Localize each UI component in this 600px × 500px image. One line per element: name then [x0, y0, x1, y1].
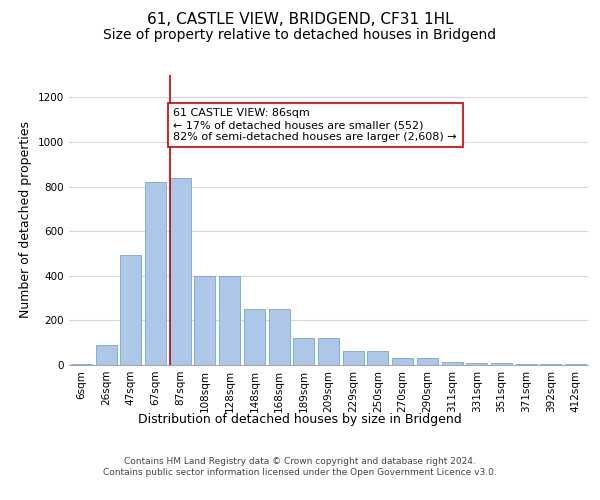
Y-axis label: Number of detached properties: Number of detached properties: [19, 122, 32, 318]
Bar: [491, 363, 512, 365]
Text: Contains HM Land Registry data © Crown copyright and database right 2024.
Contai: Contains HM Land Registry data © Crown c…: [103, 458, 497, 477]
Bar: [565, 364, 586, 365]
Text: Size of property relative to detached houses in Bridgend: Size of property relative to detached ho…: [103, 28, 497, 42]
Bar: [194, 276, 215, 365]
Bar: [219, 276, 240, 365]
Text: 61, CASTLE VIEW, BRIDGEND, CF31 1HL: 61, CASTLE VIEW, BRIDGEND, CF31 1HL: [146, 12, 454, 28]
Bar: [343, 350, 364, 365]
Bar: [516, 364, 537, 365]
Bar: [417, 358, 438, 365]
Bar: [170, 178, 191, 365]
Bar: [541, 364, 562, 365]
Bar: [392, 358, 413, 365]
Bar: [71, 364, 92, 365]
Bar: [145, 182, 166, 365]
Bar: [318, 338, 339, 365]
Text: Distribution of detached houses by size in Bridgend: Distribution of detached houses by size …: [138, 412, 462, 426]
Bar: [269, 309, 290, 365]
Bar: [367, 350, 388, 365]
Bar: [244, 309, 265, 365]
Bar: [293, 338, 314, 365]
Bar: [442, 362, 463, 365]
Bar: [95, 345, 116, 365]
Bar: [466, 363, 487, 365]
Text: 61 CASTLE VIEW: 86sqm
← 17% of detached houses are smaller (552)
82% of semi-det: 61 CASTLE VIEW: 86sqm ← 17% of detached …: [173, 108, 457, 142]
Bar: [120, 254, 141, 365]
